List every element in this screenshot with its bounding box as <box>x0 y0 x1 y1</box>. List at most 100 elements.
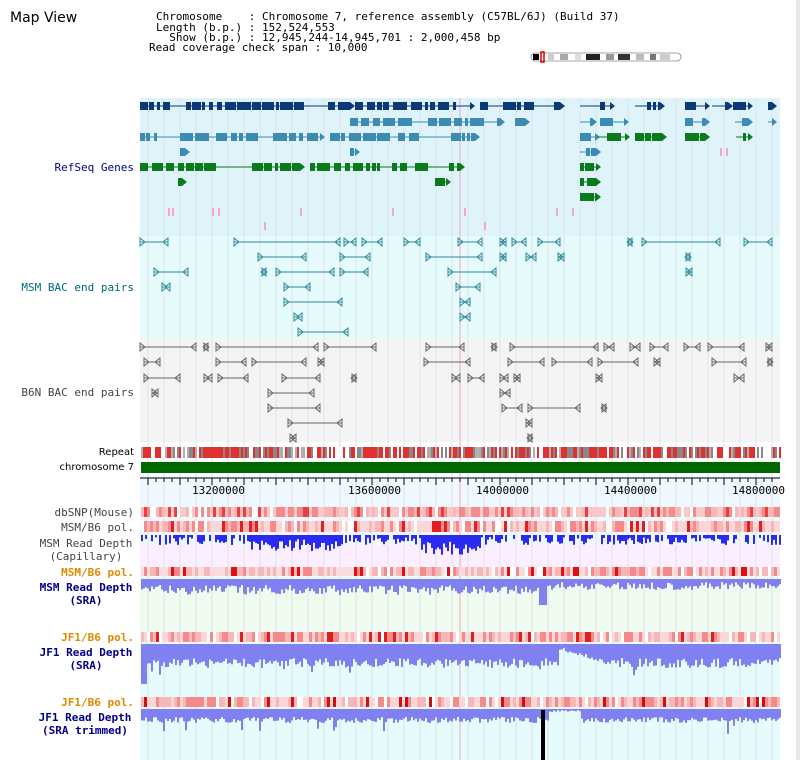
repeat-mark <box>667 447 669 458</box>
heat-cell <box>579 507 582 517</box>
bac-end <box>684 251 691 263</box>
depth-bar <box>521 644 523 661</box>
depth-bar <box>177 644 179 661</box>
label-msm-bac[interactable]: MSM BAC end pairs <box>21 281 134 294</box>
jf1-b6-pol2-track[interactable] <box>141 697 780 707</box>
msm-depth-sra-track[interactable] <box>141 579 781 605</box>
gene-exon <box>140 102 148 110</box>
label-jf1-b6-pol[interactable]: JF1/B6 pol. <box>61 631 134 644</box>
heat-cell <box>402 521 405 532</box>
label-msm-b6-pol2[interactable]: MSM/B6 pol. <box>61 566 134 579</box>
depth-bar <box>337 709 339 721</box>
label-msm-depth-cap-line1: MSM Read Depth <box>39 537 133 550</box>
msm-depth-capillary-track[interactable] <box>141 535 781 555</box>
b6n-bac-track[interactable] <box>139 341 774 444</box>
repeat-track[interactable] <box>141 447 781 458</box>
heat-cell <box>150 507 153 517</box>
heat-cell <box>441 507 444 517</box>
label-refseq[interactable]: RefSeq Genes <box>54 161 134 174</box>
label-jf1-depth-sra-line2: (SRA) <box>69 659 103 672</box>
depth-bar <box>537 644 539 667</box>
depth-bar <box>683 644 685 659</box>
depth-bar <box>683 579 685 589</box>
repeat-mark <box>605 447 607 458</box>
label-jf1-depth-trim[interactable]: JF1 Read Depth (SRA trimmed) <box>30 711 140 737</box>
heat-cell <box>600 507 603 517</box>
depth-bar <box>657 535 659 543</box>
label-jf1-depth-sra[interactable]: JF1 Read Depth (SRA) <box>36 646 136 672</box>
depth-bar <box>339 644 341 661</box>
heat-cell <box>201 697 204 707</box>
refseq-genes-track[interactable] <box>140 102 777 230</box>
heat-cell <box>762 567 765 576</box>
label-msm-b6-pol[interactable]: MSM/B6 pol. <box>61 521 134 534</box>
heat-cell <box>552 521 555 532</box>
label-dbsnp[interactable]: dbSNP(Mouse) <box>54 506 134 519</box>
depth-bar <box>201 535 203 544</box>
depth-bar <box>143 579 145 589</box>
heat-cell <box>165 567 168 576</box>
heat-cell <box>606 521 609 532</box>
repeat-mark <box>143 447 145 458</box>
depth-bar <box>771 579 773 587</box>
chromosome-ideogram[interactable] <box>530 51 682 63</box>
heat-cell <box>141 632 144 642</box>
heat-cell <box>492 632 495 642</box>
depth-bar <box>403 709 405 719</box>
heat-cell <box>420 521 423 532</box>
heat-cell <box>303 507 306 517</box>
heat-cell <box>558 521 561 532</box>
depth-bar <box>713 535 715 542</box>
depth-bar <box>667 579 669 583</box>
heat-cell <box>393 507 396 517</box>
bac-end <box>139 341 146 353</box>
heat-cell <box>432 507 435 517</box>
heat-cell <box>750 567 753 576</box>
dbsnp-track[interactable] <box>141 507 780 517</box>
heat-cell <box>696 521 699 532</box>
repeat-mark <box>441 447 443 458</box>
depth-bar <box>521 535 523 541</box>
heat-cell <box>273 507 276 517</box>
depth-bar <box>401 579 403 589</box>
repeat-mark <box>177 447 179 458</box>
msm-b6-pol-track[interactable] <box>141 521 780 532</box>
heat-cell <box>330 521 333 532</box>
heat-cell <box>213 521 216 532</box>
jf1-b6-pol-track[interactable] <box>141 632 780 642</box>
depth-bar <box>183 644 185 660</box>
label-msm-depth-sra[interactable]: MSM Read Depth (SRA) <box>36 581 136 607</box>
repeat-mark <box>269 447 271 458</box>
depth-bar <box>705 644 707 667</box>
depth-bar <box>741 579 743 589</box>
label-b6n-bac[interactable]: B6N BAC end pairs <box>21 386 134 399</box>
depth-bar <box>675 709 677 718</box>
heat-cell <box>471 521 474 532</box>
heat-cell <box>726 697 729 707</box>
label-jf1-b6-pol2[interactable]: JF1/B6 pol. <box>61 696 134 709</box>
heat-cell <box>480 632 483 642</box>
jf1-depth-sra-track[interactable] <box>141 644 781 684</box>
depth-bar <box>539 709 541 719</box>
label-msm-depth-cap[interactable]: MSM Read Depth (Capillary) <box>36 537 136 563</box>
depth-bar <box>733 709 735 726</box>
heat-cell <box>402 567 405 576</box>
depth-bar <box>377 709 379 719</box>
repeat-mark <box>167 447 169 458</box>
depth-bar <box>631 535 633 541</box>
heat-cell <box>747 567 750 576</box>
repeat-mark <box>471 447 473 458</box>
heat-cell <box>561 507 564 517</box>
depth-bar <box>775 709 777 722</box>
depth-bar <box>457 535 459 549</box>
msm-bac-track[interactable] <box>139 236 773 338</box>
heat-cell <box>288 567 291 576</box>
msm-b6-pol2-track[interactable] <box>141 567 780 576</box>
jf1-depth-trim-track[interactable] <box>141 709 781 734</box>
gene-exon <box>580 193 594 201</box>
chromosome-bar[interactable] <box>141 462 780 473</box>
gene-exon <box>430 102 435 110</box>
gene-arrow <box>596 163 601 171</box>
repeat-mark <box>749 447 751 458</box>
